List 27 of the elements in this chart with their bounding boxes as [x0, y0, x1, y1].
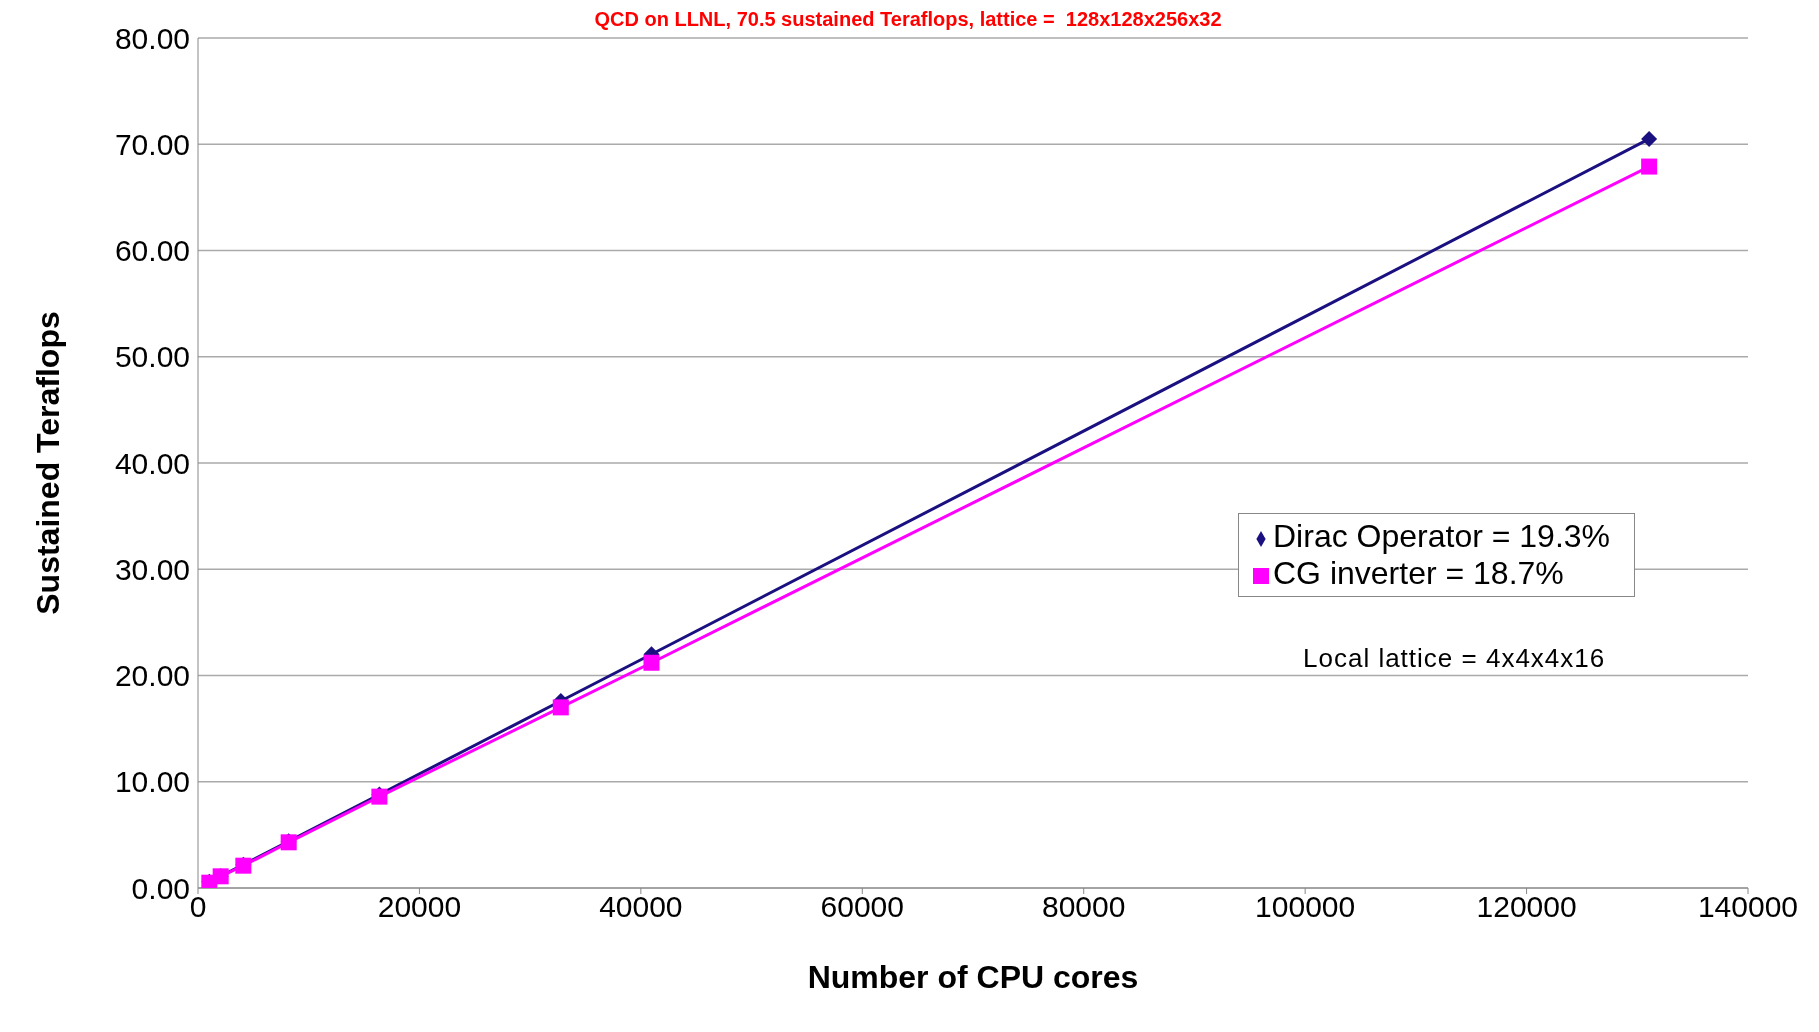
- chart-title: QCD on LLNL, 70.5 sustained Teraflops, lattice = 128x128x256x32: [594, 8, 1222, 30]
- x-tick-label: 120000: [1476, 890, 1577, 924]
- x-tick-label: 40000: [599, 890, 683, 924]
- point: [643, 654, 660, 671]
- point: [1641, 130, 1658, 147]
- x-tick-label: 100000: [1255, 890, 1356, 924]
- y-tick-label: 60.00: [114, 234, 190, 268]
- y-tick-label: 50.00: [114, 340, 190, 374]
- legend-label: Dirac Operator = 19.3%: [1273, 518, 1611, 554]
- y-tick-label: 70.00: [114, 127, 190, 161]
- y-tick-label: 0.00: [131, 871, 190, 905]
- x-axis-title: Number of CPU cores: [807, 959, 1139, 995]
- legend-label: CG inverter = 18.7%: [1273, 555, 1564, 591]
- y-axis-title: Sustained Teraflops: [30, 311, 67, 615]
- annotation: Local lattice = 4x4x4x16: [1303, 643, 1606, 674]
- x-tick-label: 0: [189, 890, 207, 924]
- point: [552, 699, 569, 716]
- x-tick-label: 140000: [1697, 890, 1799, 924]
- x-tick-label: 80000: [1042, 890, 1126, 924]
- x-tick-label: 20000: [377, 890, 462, 924]
- y-tick-label: 40.00: [114, 446, 190, 480]
- x-tick-label: 60000: [820, 890, 904, 924]
- y-tick-label: 30.00: [114, 552, 190, 586]
- y-tick-label: 20.00: [114, 659, 190, 693]
- y-tick-label: 10.00: [114, 765, 190, 799]
- point: [1641, 158, 1658, 175]
- y-tick-label: 80.00: [114, 21, 190, 55]
